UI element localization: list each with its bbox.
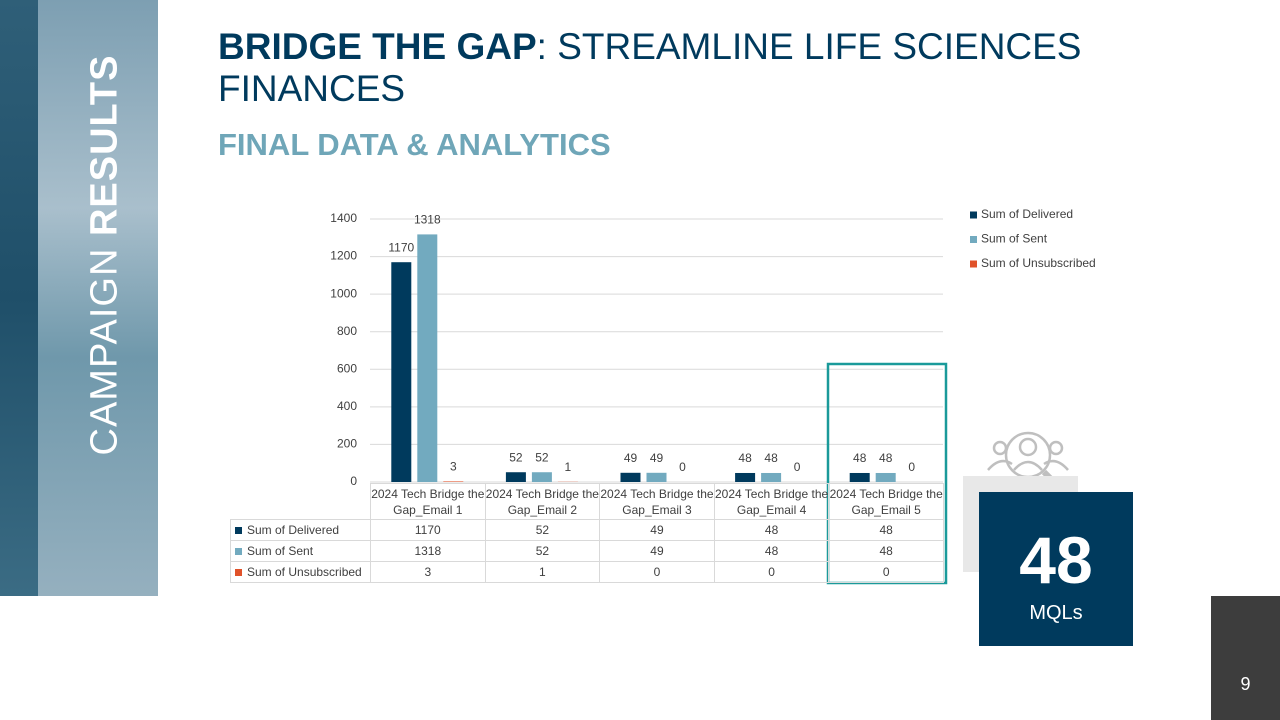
data-label: 52 — [509, 450, 523, 464]
table-value: 48 — [713, 540, 830, 562]
data-label: 0 — [679, 460, 686, 474]
table-value: 0 — [828, 561, 944, 583]
table-value: 48 — [828, 540, 944, 562]
bar — [646, 472, 667, 482]
table-value: 48 — [713, 519, 830, 541]
data-label: 49 — [624, 451, 638, 465]
table-key: Sum of Delivered — [230, 519, 371, 541]
data-label: 48 — [764, 451, 778, 465]
category-label: 2024 Tech Bridge the Gap_Email 3 — [599, 483, 715, 520]
series-name: Sum of Delivered — [247, 523, 340, 537]
legend-swatch — [235, 569, 242, 576]
bar — [875, 472, 896, 482]
data-label: 0 — [794, 460, 801, 474]
legend-label: Sum of Delivered — [981, 207, 1073, 221]
y-tick-label: 800 — [337, 324, 357, 338]
table-value: 1 — [484, 561, 601, 583]
table-key: Sum of Sent — [230, 540, 371, 562]
data-label: 1170 — [388, 240, 414, 254]
legend-key — [970, 236, 977, 243]
data-table: 2024 Tech Bridge the Gap_Email 1 2024 Tec… — [230, 483, 944, 583]
legend-label: Sum of Sent — [981, 232, 1048, 246]
table-value: 1170 — [370, 519, 486, 541]
legend-swatch — [235, 548, 242, 555]
legend-swatch — [235, 527, 242, 534]
data-label: 3 — [450, 460, 457, 474]
kpi-value: 48 — [1019, 523, 1093, 597]
data-label: 1 — [565, 460, 572, 474]
table-row: Sum of Unsubscribed 3 1 0 0 0 — [230, 561, 944, 583]
category-label: 2024 Tech Bridge the Gap_Email 1 — [370, 483, 486, 520]
legend-label: Sum of Unsubscribed — [981, 256, 1096, 270]
series-name: Sum of Sent — [247, 544, 314, 558]
table-value: 49 — [599, 519, 715, 541]
table-value: 0 — [599, 561, 715, 583]
series-name: Sum of Unsubscribed — [247, 565, 362, 579]
y-tick-label: 1200 — [330, 249, 357, 263]
y-tick-label: 1400 — [330, 211, 357, 225]
data-label: 48 — [879, 451, 893, 465]
subtitle: FINAL DATA & ANALYTICS — [218, 127, 611, 162]
legend-key — [970, 260, 977, 268]
kpi-label: MQLs — [1029, 602, 1083, 624]
bar — [849, 472, 870, 482]
bar — [417, 234, 438, 482]
y-tick-label: 400 — [337, 399, 357, 413]
title: BRIDGE THE GAP: STREAMLINE LIFE SCIENCES… — [218, 26, 1158, 110]
table-value: 48 — [828, 519, 944, 541]
category-label: 2024 Tech Bridge the Gap_Email 5 — [828, 483, 944, 520]
table-value: 52 — [484, 540, 601, 562]
bar — [443, 481, 464, 482]
table-corner — [231, 484, 371, 520]
table-value: 3 — [370, 561, 486, 583]
bar — [735, 472, 756, 482]
bar — [531, 472, 552, 482]
y-tick-label: 1000 — [330, 286, 357, 300]
y-tick-label: 600 — [337, 361, 357, 375]
table-value: 52 — [484, 519, 601, 541]
highlight-box — [826, 362, 948, 585]
table-header-row: 2024 Tech Bridge the Gap_Email 1 2024 Tec… — [231, 483, 944, 520]
kpi-box: 48 MQLs — [979, 492, 1133, 646]
data-label: 0 — [908, 460, 915, 474]
data-label: 1318 — [414, 213, 441, 227]
page-number: 9 — [1211, 596, 1280, 720]
bar — [620, 472, 641, 482]
bar — [391, 262, 412, 482]
data-label: 48 — [853, 451, 867, 465]
data-label: 48 — [738, 451, 752, 465]
title-rest: : STREAMLINE LIFE SCIENCES FINANCES — [218, 26, 1082, 109]
table-row: Sum of Delivered 1170 52 49 48 48 — [230, 519, 944, 541]
table-value: 0 — [713, 561, 830, 583]
table-key: Sum of Unsubscribed — [230, 561, 371, 583]
category-label: 2024 Tech Bridge the Gap_Email 2 — [484, 483, 601, 520]
bar — [761, 472, 782, 482]
title-bold: BRIDGE THE GAP — [218, 26, 537, 67]
table-value: 49 — [599, 540, 715, 562]
data-label: 52 — [535, 450, 549, 464]
bar — [505, 472, 526, 482]
legend-key — [970, 211, 977, 219]
y-tick-label: 200 — [337, 437, 357, 451]
category-label: 2024 Tech Bridge the Gap_Email 4 — [713, 483, 830, 520]
sidebar-strip — [0, 0, 38, 596]
table-row: Sum of Sent 1318 52 49 48 48 — [230, 540, 944, 562]
table-value: 1318 — [370, 540, 486, 562]
y-tick-label: 0 — [350, 474, 357, 488]
data-label: 49 — [650, 451, 664, 465]
